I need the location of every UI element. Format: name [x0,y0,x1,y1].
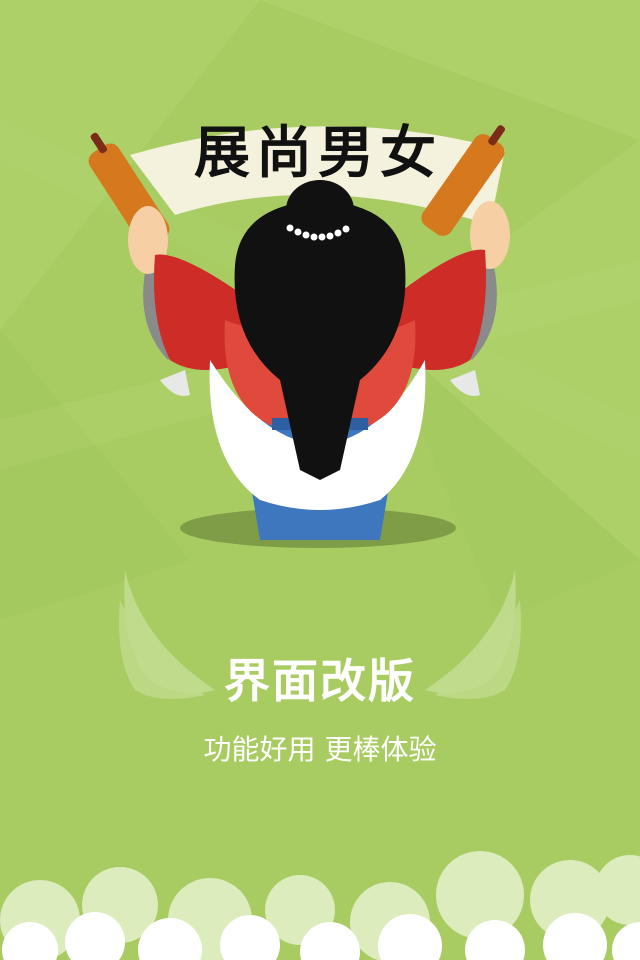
scroll-rod-right [421,134,505,236]
scholar-illustration: 展尚男女 [88,120,510,548]
hair-bun [286,180,354,240]
scroll-paper [130,126,505,225]
pearl-band [286,224,350,241]
scroll-text: 展尚男女 [194,120,442,186]
robe-white-collar [209,360,426,510]
hair [234,200,406,480]
cloud-border [0,851,640,960]
headline: 界面改版 [224,654,416,708]
tagline: 功能好用 更棒体验 [203,733,437,766]
